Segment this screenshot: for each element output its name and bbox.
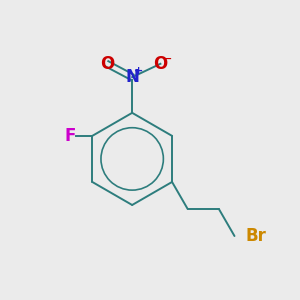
Text: O: O	[100, 55, 114, 73]
Text: F: F	[64, 127, 76, 145]
Text: O: O	[153, 55, 167, 73]
Text: −: −	[163, 53, 172, 64]
Text: N: N	[125, 68, 139, 86]
Text: Br: Br	[246, 227, 267, 245]
Text: +: +	[134, 66, 143, 76]
